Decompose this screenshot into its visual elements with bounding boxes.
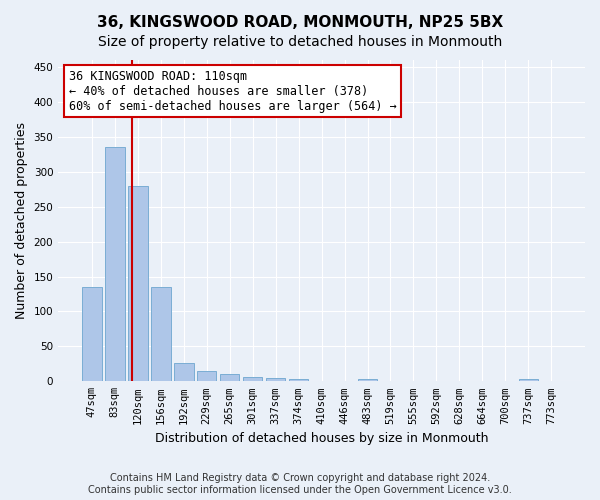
Text: 36, KINGSWOOD ROAD, MONMOUTH, NP25 5BX: 36, KINGSWOOD ROAD, MONMOUTH, NP25 5BX — [97, 15, 503, 30]
Bar — [243, 377, 262, 382]
Bar — [151, 287, 170, 382]
Bar — [174, 363, 194, 382]
Bar — [518, 378, 538, 382]
Text: Contains HM Land Registry data © Crown copyright and database right 2024.
Contai: Contains HM Land Registry data © Crown c… — [88, 474, 512, 495]
Bar — [266, 378, 286, 382]
Bar — [289, 378, 308, 382]
Bar — [82, 287, 101, 382]
Bar — [128, 186, 148, 382]
X-axis label: Distribution of detached houses by size in Monmouth: Distribution of detached houses by size … — [155, 432, 488, 445]
Y-axis label: Number of detached properties: Number of detached properties — [15, 122, 28, 319]
Bar — [358, 378, 377, 382]
Bar — [197, 371, 217, 382]
Text: 36 KINGSWOOD ROAD: 110sqm
← 40% of detached houses are smaller (378)
60% of semi: 36 KINGSWOOD ROAD: 110sqm ← 40% of detac… — [69, 70, 397, 112]
Text: Size of property relative to detached houses in Monmouth: Size of property relative to detached ho… — [98, 35, 502, 49]
Bar — [220, 374, 239, 382]
Bar — [105, 148, 125, 382]
